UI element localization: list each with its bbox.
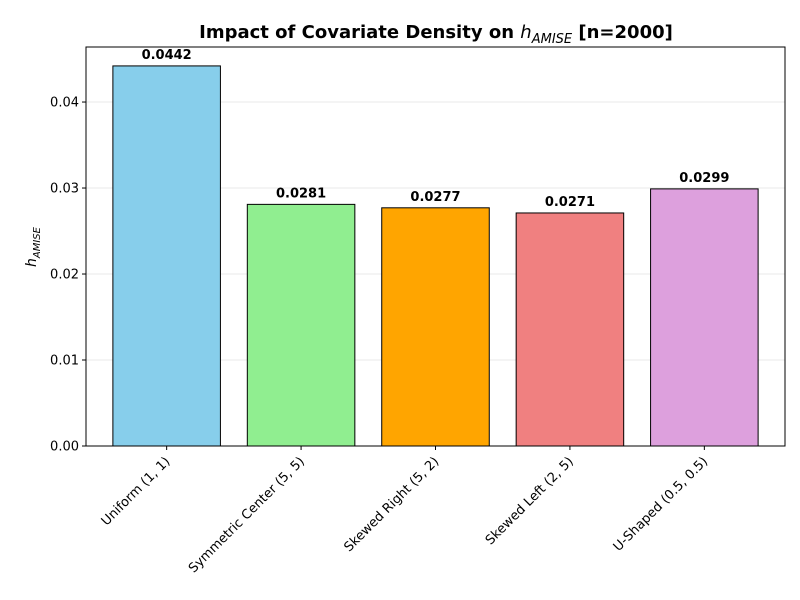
bar-value-label: 0.0281 [276, 186, 326, 201]
y-tick-label: 0.04 [50, 96, 79, 111]
bar [112, 65, 221, 447]
y-axis-label-subscript: AMISE [32, 226, 43, 259]
x-axis-ticks: Uniform (1, 1) Symmetric Center (5, 5) Ske… [99, 446, 711, 576]
bar-value-label: 0.0299 [679, 171, 729, 186]
x-tick-label: Skewed Left (2, 5) [483, 454, 577, 548]
chart-title: Impact of Covariate Density on hAMISE [n… [199, 22, 673, 47]
bar [381, 207, 490, 447]
y-tick-label: 0.03 [50, 182, 79, 197]
y-axis-label-symbol: h [24, 258, 40, 267]
bar-value-label: 0.0271 [545, 195, 595, 210]
x-tick-label: Uniform (1, 1) [99, 454, 174, 529]
chart-title-subscript: AMISE [531, 32, 573, 47]
y-axis-ticks: 0.00 0.01 0.02 0.03 0.04 [50, 96, 86, 455]
bars [112, 65, 759, 447]
x-tick-label: Skewed Right (5, 2) [341, 454, 442, 555]
bar [515, 212, 625, 447]
bar-value-label: 0.0442 [142, 48, 192, 63]
y-tick-label: 0.00 [50, 440, 79, 455]
data-labels: 0.0442 0.0281 0.0277 0.0271 0.0299 [142, 48, 730, 210]
y-axis-label: hAMISE [24, 226, 43, 267]
x-tick-label: U-Shaped (0.5, 0.5) [611, 454, 711, 554]
bar [246, 203, 356, 447]
y-tick-label: 0.01 [50, 354, 79, 369]
bar-value-label: 0.0277 [410, 190, 460, 205]
chart-title-suffix: [n=2000] [572, 22, 673, 43]
chart-title-main: Impact of Covariate Density on [199, 22, 520, 43]
chart-title-symbol: h [520, 22, 531, 43]
y-tick-label: 0.02 [50, 268, 79, 283]
x-tick-label: Symmetric Center (5, 5) [186, 454, 308, 576]
bar [650, 188, 759, 447]
